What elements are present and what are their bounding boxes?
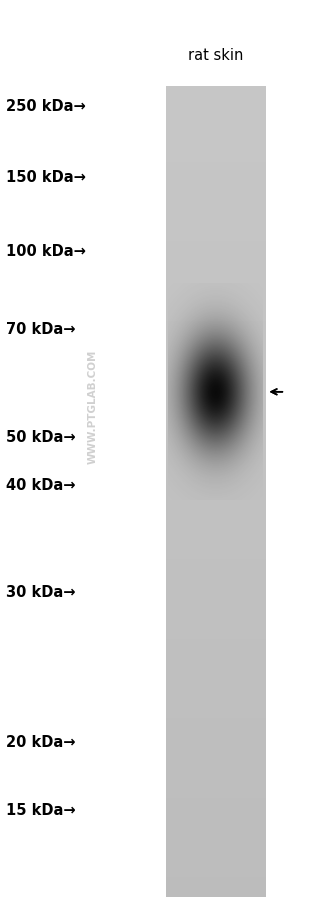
Text: 250 kDa→: 250 kDa→	[6, 99, 86, 114]
Text: 15 kDa→: 15 kDa→	[6, 803, 76, 817]
Text: WWW.PTGLAB.COM: WWW.PTGLAB.COM	[88, 349, 98, 463]
Text: rat skin: rat skin	[188, 49, 243, 63]
Text: 40 kDa→: 40 kDa→	[6, 478, 76, 492]
Text: 100 kDa→: 100 kDa→	[6, 244, 86, 258]
Text: 30 kDa→: 30 kDa→	[6, 584, 76, 599]
Text: 150 kDa→: 150 kDa→	[6, 170, 86, 185]
Text: 20 kDa→: 20 kDa→	[6, 734, 76, 749]
Text: 50 kDa→: 50 kDa→	[6, 429, 76, 444]
Text: 70 kDa→: 70 kDa→	[6, 322, 76, 336]
